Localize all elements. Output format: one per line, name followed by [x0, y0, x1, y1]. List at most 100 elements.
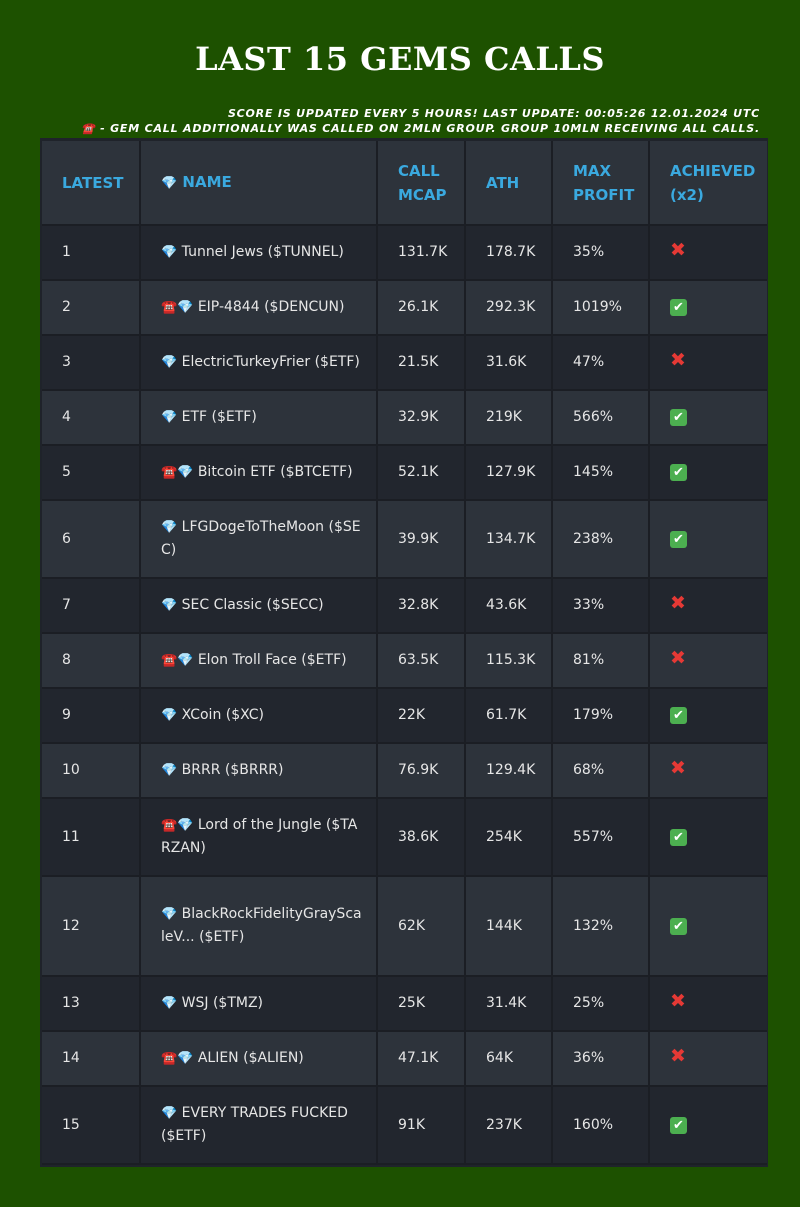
- gem-icon: 💎: [161, 245, 178, 260]
- cell-latest: 1: [42, 226, 141, 281]
- table-row: 5 ☎️💎 Bitcoin ETF ($BTCETF) 52.1K 127.9K 145…: [42, 446, 767, 501]
- cell-latest: 12: [42, 877, 141, 977]
- cell-achieved: ✖: [650, 579, 767, 634]
- cell-name: 💎 LFGDogeToTheMoon ($SEC): [141, 501, 378, 579]
- cell-call-mcap: 52.1K: [378, 446, 466, 501]
- cell-ath: 64K: [466, 1032, 553, 1087]
- table-row: 1 💎 Tunnel Jews ($TUNNEL) 131.7K 178.7K 35% ✖: [42, 226, 767, 281]
- cell-achieved: ✔: [650, 281, 767, 336]
- column-header-latest[interactable]: LATEST: [42, 141, 141, 226]
- cell-call-mcap: 38.6K: [378, 799, 466, 877]
- cell-name: 💎 ETF ($ETF): [141, 391, 378, 446]
- column-header-name-label: NAME: [182, 172, 232, 191]
- page-title: LAST 15 GEMS CALLS: [195, 40, 605, 78]
- cell-latest: 6: [42, 501, 141, 579]
- cell-name: ☎️💎 Elon Troll Face ($ETF): [141, 634, 378, 689]
- cell-name: 💎 WSJ ($TMZ): [141, 977, 378, 1032]
- cell-max-profit: 145%: [553, 446, 650, 501]
- cell-name: 💎 BRRR ($BRRR): [141, 744, 378, 799]
- cell-max-profit: 557%: [553, 799, 650, 877]
- cross-icon: ✖: [670, 592, 686, 614]
- column-header-ath[interactable]: ATH: [466, 141, 553, 226]
- cell-latest: 10: [42, 744, 141, 799]
- table-header-row: LATEST 💎 NAME CALL MCAP ATH MAX PROFIT A…: [42, 141, 767, 226]
- cell-ath: 292.3K: [466, 281, 553, 336]
- cell-call-mcap: 32.9K: [378, 391, 466, 446]
- table-row: 12 💎 BlackRockFidelityGrayScaleV... ($ETF…: [42, 877, 767, 977]
- cross-icon: ✖: [670, 990, 686, 1012]
- cell-latest: 3: [42, 336, 141, 391]
- gem-icon: 💎: [161, 598, 178, 613]
- cell-max-profit: 238%: [553, 501, 650, 579]
- table-row: 3 💎 ElectricTurkeyFrier ($ETF) 21.5K 31.6K 4…: [42, 336, 767, 391]
- cell-name: ☎️💎 Bitcoin ETF ($BTCETF): [141, 446, 378, 501]
- cell-achieved: ✖: [650, 1032, 767, 1087]
- gem-icon: 💎: [161, 175, 178, 191]
- token-name: EIP-4844 ($DENCUN): [197, 299, 345, 315]
- cell-name: 💎 SEC Classic ($SECC): [141, 579, 378, 634]
- cell-latest: 15: [42, 1087, 141, 1165]
- cell-max-profit: 1019%: [553, 281, 650, 336]
- cell-max-profit: 566%: [553, 391, 650, 446]
- gem-icon: 💎: [161, 1106, 178, 1121]
- column-header-achieved-label: ACHIEVED: [670, 161, 756, 180]
- token-name: LFGDogeToTheMoon ($SEC): [161, 519, 361, 558]
- cross-icon: ✖: [670, 349, 686, 371]
- gem-icon: 💎: [177, 1051, 194, 1066]
- gem-icon: 💎: [161, 763, 178, 778]
- token-name: WSJ ($TMZ): [181, 995, 264, 1011]
- gem-icon: 💎: [161, 410, 178, 425]
- cell-ath: 43.6K: [466, 579, 553, 634]
- table-row: 15 💎 EVERY TRADES FUCKED ($ETF) 91K 237K 160…: [42, 1087, 767, 1165]
- check-icon: ✔: [670, 299, 687, 316]
- cell-achieved: ✖: [650, 744, 767, 799]
- cell-achieved: ✔: [650, 799, 767, 877]
- update-note: SCORE IS UPDATED EVERY 5 HOURS! LAST UPD…: [227, 107, 760, 120]
- token-name: ALIEN ($ALIEN): [197, 1050, 304, 1066]
- phone-icon: ☎️: [161, 300, 178, 315]
- cell-max-profit: 33%: [553, 579, 650, 634]
- cell-max-profit: 47%: [553, 336, 650, 391]
- gem-icon: 💎: [161, 996, 178, 1011]
- check-icon: ✔: [670, 464, 687, 481]
- cell-achieved: ✔: [650, 391, 767, 446]
- cell-call-mcap: 47.1K: [378, 1032, 466, 1087]
- cell-achieved: ✔: [650, 501, 767, 579]
- column-header-max-profit[interactable]: MAX PROFIT: [553, 141, 650, 226]
- cell-achieved: ✔: [650, 1087, 767, 1165]
- check-icon: ✔: [670, 1116, 687, 1134]
- cell-latest: 13: [42, 977, 141, 1032]
- cell-name: ☎️💎 ALIEN ($ALIEN): [141, 1032, 378, 1087]
- column-header-ath-label: ATH: [486, 173, 520, 192]
- cell-max-profit: 35%: [553, 226, 650, 281]
- token-name: Elon Troll Face ($ETF): [197, 652, 347, 668]
- token-name: SEC Classic ($SECC): [181, 597, 324, 613]
- check-icon: ✔: [670, 828, 687, 846]
- cross-icon: ✖: [670, 1045, 686, 1067]
- gem-icon: 💎: [177, 465, 194, 480]
- legend-note: ☎️ - GEM CALL ADDITIONALLY WAS CALLED ON…: [81, 121, 760, 136]
- column-header-call-mcap[interactable]: CALL MCAP: [378, 141, 466, 226]
- cell-achieved: ✖: [650, 977, 767, 1032]
- cell-achieved: ✖: [650, 336, 767, 391]
- cell-call-mcap: 76.9K: [378, 744, 466, 799]
- gem-icon: 💎: [177, 818, 194, 833]
- cell-ath: 178.7K: [466, 226, 553, 281]
- column-header-name[interactable]: 💎 NAME: [141, 141, 378, 226]
- cell-call-mcap: 63.5K: [378, 634, 466, 689]
- token-name: XCoin ($XC): [181, 707, 264, 723]
- cell-call-mcap: 25K: [378, 977, 466, 1032]
- cell-ath: 31.4K: [466, 977, 553, 1032]
- cell-achieved: ✔: [650, 689, 767, 744]
- cell-ath: 237K: [466, 1087, 553, 1165]
- column-header-achieved[interactable]: ACHIEVED (x2): [650, 141, 767, 226]
- legend-note-text: - GEM CALL ADDITIONALLY WAS CALLED ON 2M…: [95, 122, 760, 135]
- column-header-achieved-suffix: (x2): [670, 185, 704, 204]
- table-row: 4 💎 ETF ($ETF) 32.9K 219K 566% ✔: [42, 391, 767, 446]
- gem-calls-table-container: LATEST 💎 NAME CALL MCAP ATH MAX PROFIT A…: [40, 138, 768, 1167]
- cell-latest: 4: [42, 391, 141, 446]
- cell-achieved: ✖: [650, 634, 767, 689]
- cell-max-profit: 36%: [553, 1032, 650, 1087]
- gem-icon: 💎: [177, 653, 194, 668]
- cell-ath: 254K: [466, 799, 553, 877]
